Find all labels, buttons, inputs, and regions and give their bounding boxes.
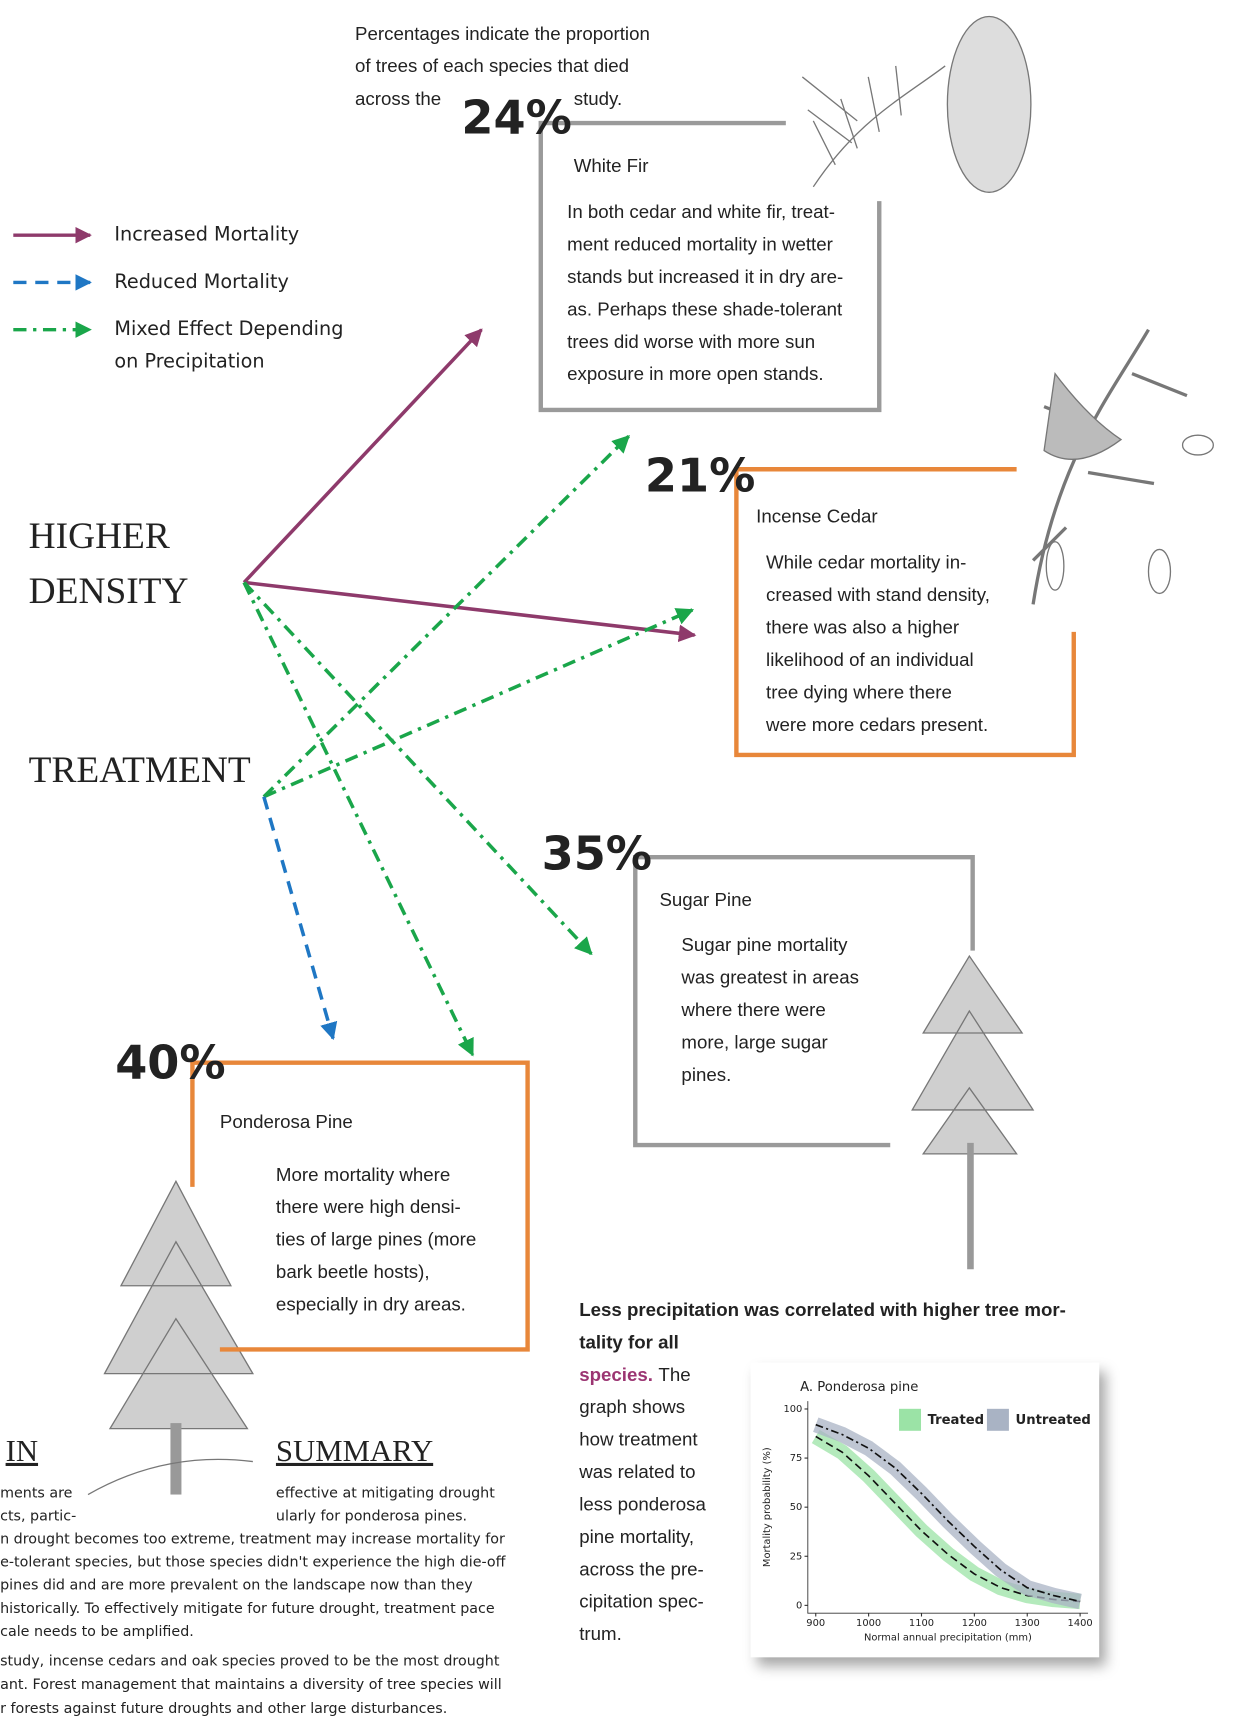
effect-arrow — [264, 610, 693, 797]
legend-swatch — [987, 1409, 1009, 1431]
callout-text: less ponderosa — [579, 1493, 706, 1514]
callout-text: trum. — [579, 1623, 622, 1644]
species-percent: 24% — [461, 90, 571, 144]
legend-label: Increased Mortality — [114, 223, 299, 246]
factor-label: TREATMENT — [29, 750, 251, 791]
intro-text: of trees of each species that died — [355, 55, 629, 76]
legend-label: on Precipitation — [114, 350, 264, 373]
callout-highlight: Less precipitation was correlated with h… — [579, 1299, 1066, 1320]
callout-text: across the pre- — [579, 1558, 704, 1579]
summary-text: historically. To effectively mitigate fo… — [0, 1601, 495, 1617]
legend-swatch — [899, 1409, 921, 1431]
effect-arrow — [244, 582, 473, 1055]
intro-text: across the — [355, 88, 441, 109]
effect-arrow — [264, 436, 629, 796]
factor-label: HIGHER — [29, 516, 170, 557]
y-tick-label: 75 — [790, 1453, 803, 1464]
species-text: exposure in more open stands. — [567, 363, 823, 384]
effect-arrow — [244, 582, 591, 953]
species-percent: 35% — [542, 827, 652, 881]
species-text: as. Perhaps these shade-tolerant — [567, 298, 843, 319]
summary-text: cts, partic- — [0, 1509, 76, 1525]
species-percent: 40% — [115, 1035, 225, 1089]
species-text: pines. — [681, 1064, 731, 1085]
species-text: where there were — [680, 999, 825, 1020]
page: Percentages indicate the proportion of tr… — [0, 0, 1242, 1733]
x-tick-label: 1400 — [1068, 1618, 1093, 1629]
callout-text: graph shows — [579, 1396, 685, 1417]
white-fir-sketch — [787, 7, 1110, 200]
x-tick-label: 1000 — [856, 1618, 881, 1629]
species-text: trees did worse with more sun — [567, 331, 815, 352]
species-text: bark beetle hosts), — [276, 1261, 430, 1282]
y-axis-label: Mortality probability (%) — [762, 1447, 773, 1567]
species-text: creased with stand density, — [766, 584, 990, 605]
x-tick-label: 1100 — [909, 1618, 934, 1629]
chart-title: A. Ponderosa pine — [800, 1380, 918, 1395]
species-text: While cedar mortality in- — [766, 552, 966, 573]
species-text: especially in dry areas. — [276, 1293, 466, 1314]
intro-text: Percentages indicate the proportion — [355, 23, 650, 44]
intro-text: study. — [574, 88, 622, 109]
effect-arrow — [244, 330, 481, 583]
y-tick-label: 0 — [796, 1600, 802, 1611]
summary-text: study, incense cedars and oak species pr… — [0, 1654, 500, 1670]
callout-highlight: species. — [579, 1364, 653, 1385]
incense-cedar-sketch — [1016, 319, 1225, 632]
effect-arrow — [264, 797, 333, 1039]
species-text: In both cedar and white fir, treat- — [567, 201, 835, 222]
ponderosa-pine-sketch — [86, 1181, 273, 1500]
x-tick-label: 1300 — [1015, 1618, 1040, 1629]
species-name: Sugar Pine — [659, 889, 751, 910]
y-tick-label: 25 — [790, 1551, 803, 1562]
species-text: stands but increased it in dry are- — [567, 266, 843, 287]
summary-text: ments are — [0, 1485, 73, 1501]
callout-text: The — [658, 1364, 690, 1385]
summary-heading: IN — [6, 1434, 38, 1468]
species-text: More mortality where — [276, 1164, 450, 1185]
summary-text: n drought becomes too extreme, treatment… — [0, 1532, 505, 1548]
species-name: Incense Cedar — [756, 506, 877, 527]
species-text: more, large sugar — [681, 1031, 827, 1052]
species-text: likelihood of an individual — [766, 649, 974, 670]
x-tick-label: 1200 — [962, 1618, 987, 1629]
y-tick-label: 50 — [790, 1502, 803, 1513]
species-text: were more cedars present. — [765, 714, 988, 735]
summary-text: ularly for ponderosa pines. — [276, 1509, 467, 1525]
species-text: ment reduced mortality in wetter — [567, 234, 833, 255]
callout-text: pine mortality, — [579, 1526, 694, 1547]
callout-text: cipitation spec- — [579, 1591, 704, 1612]
summary-text: e-tolerant species, but those species di… — [0, 1555, 507, 1571]
callout-highlight: tality for all — [579, 1331, 679, 1352]
summary-heading: SUMMARY — [276, 1434, 433, 1468]
species-name: Ponderosa Pine — [220, 1111, 353, 1132]
legend-label: Untreated — [1016, 1413, 1091, 1428]
summary-text: r forests against future droughts and ot… — [0, 1701, 447, 1717]
callout-text: was related to — [578, 1461, 695, 1482]
y-tick-label: 100 — [783, 1404, 802, 1415]
x-axis-label: Normal annual precipitation (mm) — [864, 1632, 1032, 1643]
legend-label: Treated — [928, 1413, 985, 1428]
species-text: Sugar pine mortality — [681, 934, 848, 955]
summary-text: ant. Forest management that maintains a … — [0, 1677, 502, 1693]
species-text: was greatest in areas — [680, 967, 858, 988]
callout-text: how treatment — [579, 1429, 698, 1450]
legend-label: Mixed Effect Depending — [114, 317, 343, 340]
summary-text: effective at mitigating drought — [276, 1485, 495, 1501]
sugar-pine-sketch — [886, 945, 1073, 1280]
x-tick-label: 900 — [806, 1618, 825, 1629]
effect-arrow — [244, 582, 695, 635]
species-name: White Fir — [574, 155, 649, 176]
species-text: there were high densi- — [276, 1196, 461, 1217]
species-percent: 21% — [645, 449, 755, 503]
factor-label: DENSITY — [29, 571, 189, 612]
legend-label: Reduced Mortality — [114, 270, 289, 293]
infographic: Percentages indicate the proportion of tr… — [0, 0, 1242, 1733]
summary-text: cale needs to be amplified. — [0, 1624, 194, 1640]
species-text: ties of large pines (more — [276, 1229, 476, 1250]
species-text: tree dying where there — [766, 681, 952, 702]
summary-text: pines did and are more prevalent on the … — [0, 1578, 473, 1594]
species-text: there was also a higher — [766, 617, 959, 638]
callout-line: species.The — [579, 1364, 690, 1385]
